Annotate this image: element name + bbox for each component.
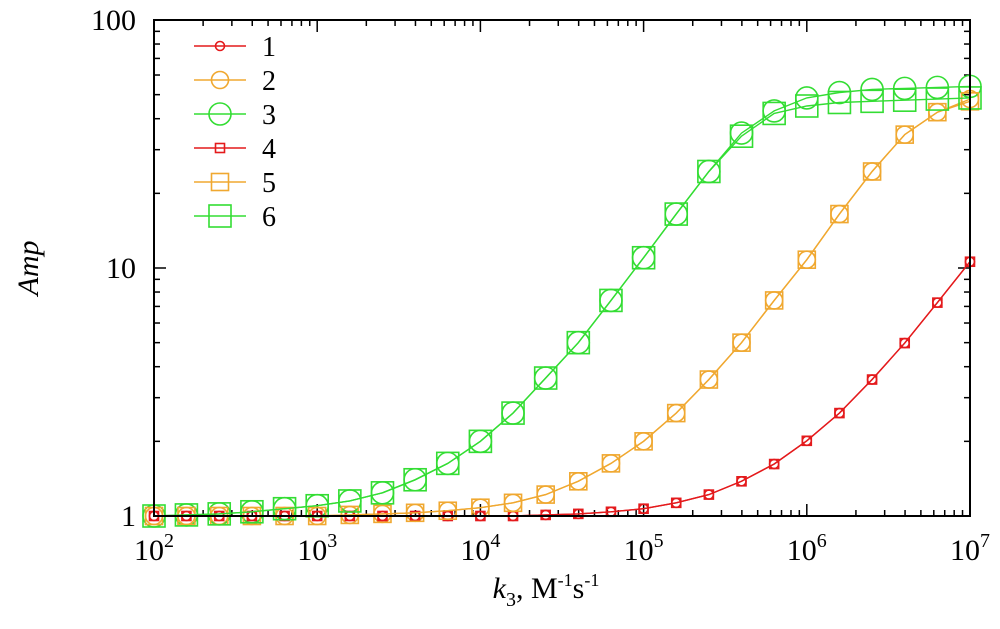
legend-marker: [210, 70, 230, 90]
data-point: [866, 374, 878, 385]
legend-label: 5: [262, 168, 276, 199]
x-tick-label: 103: [297, 530, 337, 567]
data-point: [666, 403, 686, 423]
data-point: [403, 467, 427, 492]
data-point: [340, 505, 360, 525]
data-point: [174, 503, 199, 527]
data-point: [370, 481, 395, 505]
data-point: [435, 451, 460, 476]
series-6: [142, 86, 982, 528]
data-point: [703, 489, 715, 500]
y-tick-label: 10: [106, 252, 136, 285]
data-point: [762, 101, 786, 126]
data-point: [928, 102, 947, 122]
legend-label: 6: [262, 202, 276, 233]
y-tick-label: 1: [121, 500, 136, 533]
data-point: [573, 508, 584, 520]
data-point: [536, 485, 555, 504]
data-point: [631, 245, 656, 270]
data-point: [566, 330, 591, 355]
data-point: [338, 489, 362, 513]
legend-marker: [210, 172, 230, 192]
legend-item-5: 5: [194, 168, 276, 199]
data-point: [830, 204, 849, 224]
data-point: [729, 124, 754, 148]
data-point: [764, 291, 784, 310]
series-line-1: [154, 261, 971, 517]
series-1: [148, 256, 976, 522]
series-line-3: [153, 85, 971, 517]
data-point: [862, 162, 882, 181]
data-point: [768, 458, 780, 470]
data-point: [373, 504, 392, 524]
data-point: [501, 401, 525, 425]
x-tick-label: 107: [950, 530, 990, 567]
tick-labels: 102 103 104 105 106 107 1 10 100: [91, 4, 990, 567]
y-tick-label: 100: [91, 4, 136, 37]
legend-label: 4: [262, 134, 276, 165]
plot-frame: [153, 19, 971, 517]
data-point: [599, 288, 623, 313]
x-tick-label: 105: [624, 530, 664, 567]
data-point: [533, 366, 558, 390]
x-axis-title: k3, M-1s-1: [493, 570, 600, 611]
legend-item-1: 1: [194, 32, 276, 63]
data-point: [834, 407, 845, 419]
legend-marker: [208, 204, 232, 228]
data-point: [697, 159, 721, 184]
data-point: [827, 90, 852, 115]
data-point: [664, 202, 689, 226]
data-point: [634, 432, 653, 451]
data-point: [405, 503, 425, 523]
legend-label: 3: [262, 100, 276, 131]
data-point: [240, 499, 264, 524]
series-line-6: [153, 97, 971, 517]
legend-item-4: 4: [194, 134, 276, 165]
y-axis-title: Amp: [12, 241, 45, 298]
x-tick-label: 104: [460, 530, 500, 567]
series-line-2: [154, 98, 971, 517]
data-point: [638, 503, 649, 515]
series-line-4: [154, 261, 971, 517]
data-point: [892, 76, 917, 101]
data-point: [699, 370, 719, 389]
legend-marker: [214, 142, 226, 154]
data-point: [503, 493, 523, 513]
legend-item-6: 6: [194, 202, 276, 233]
data-point: [895, 125, 915, 144]
data-point: [569, 472, 588, 491]
legend-label: 2: [262, 66, 276, 97]
axis-ticks: [153, 19, 971, 517]
series-4: [148, 256, 976, 522]
data-point: [899, 337, 911, 349]
data-point: [860, 89, 884, 114]
data-point: [736, 476, 747, 487]
legend-marker: [214, 40, 226, 52]
legend-marker: [208, 102, 232, 126]
data-point: [272, 496, 297, 521]
data-point: [932, 297, 943, 308]
data-point: [207, 502, 232, 526]
legend-item-2: 2: [194, 66, 276, 97]
data-point: [670, 497, 682, 509]
x-tick-label: 106: [787, 530, 827, 567]
legend-item-3: 3: [194, 100, 276, 131]
data-point: [860, 77, 884, 102]
data-point: [468, 429, 493, 454]
legend-label: 1: [262, 32, 276, 63]
series-line-5: [154, 100, 971, 517]
data-point: [797, 250, 817, 270]
data-point: [794, 94, 819, 118]
x-tick-label: 102: [134, 530, 174, 567]
data-point: [601, 454, 621, 473]
data-point: [732, 333, 751, 352]
data-point: [892, 88, 917, 112]
data-point: [925, 87, 950, 111]
data-point: [540, 509, 551, 521]
data-point: [801, 435, 813, 447]
data-point: [438, 501, 458, 521]
